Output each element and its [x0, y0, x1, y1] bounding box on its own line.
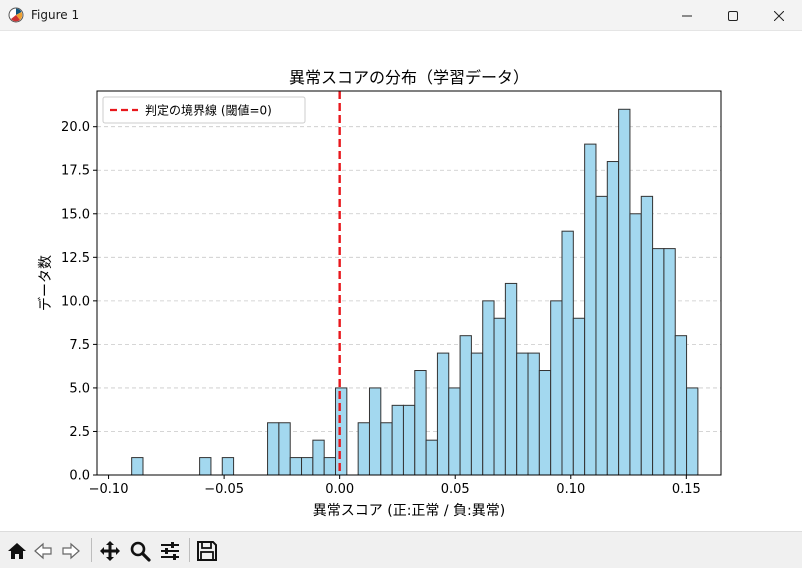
histogram-bar: [335, 387, 348, 476]
histogram-bar: [504, 282, 518, 476]
histogram-bar: [618, 108, 631, 476]
histogram-bar: [221, 457, 235, 476]
histogram-bar: [323, 457, 337, 476]
zoom-icon: [130, 541, 151, 562]
histogram-bar: [425, 439, 438, 476]
histogram-bar: [391, 404, 404, 476]
toolbar-separator: [91, 538, 92, 562]
configure-subplots-icon: [161, 542, 179, 560]
x-tick-label: 0.15: [672, 482, 701, 497]
histogram-bar: [368, 387, 382, 476]
histogram-bar: [402, 404, 416, 476]
histogram-bar: [561, 230, 574, 476]
zoom-button[interactable]: [127, 538, 153, 564]
histogram-bar: [527, 352, 540, 476]
histogram-bar: [448, 387, 461, 476]
forward-button[interactable]: [58, 538, 84, 564]
x-tick-label: −0.05: [204, 482, 244, 497]
histogram-bar: [301, 457, 314, 476]
histogram-bar: [572, 317, 586, 476]
y-tick-label: 17.5: [61, 164, 90, 179]
histogram-bar: [674, 335, 688, 476]
y-tick-label: 15.0: [61, 207, 90, 222]
histogram-bar: [289, 457, 303, 476]
x-tick-label: 0.05: [441, 482, 470, 497]
histogram-bar: [640, 195, 654, 476]
close-button[interactable]: [756, 0, 802, 31]
navigation-toolbar: [0, 531, 802, 568]
chart-title: 異常スコアの分布（学習データ）: [289, 68, 529, 87]
histogram-bar: [199, 457, 212, 476]
histogram-bar: [357, 422, 370, 476]
histogram-chart: −0.10 −0.05 0.00 0.05 0.10 0.15 0.0 2.5 5.0 7.5 10…: [37, 68, 722, 519]
legend-box: [102, 96, 306, 124]
histogram-bar: [131, 457, 144, 476]
figure-canvas[interactable]: −0.10 −0.05 0.00 0.05 0.10 0.15 0.0 2.5 5.0 7.5 10…: [0, 31, 802, 531]
histogram-bar: [516, 352, 529, 476]
y-tick-label: 5.0: [69, 381, 90, 396]
y-tick-label: 7.5: [69, 338, 90, 353]
histogram-bar: [629, 213, 642, 476]
y-tick-label: 20.0: [61, 120, 90, 135]
y-tick-label: 10.0: [61, 294, 90, 309]
histogram-bar: [312, 439, 325, 476]
pan-icon: [100, 541, 120, 561]
maximize-icon: [728, 10, 738, 21]
histogram-bar: [493, 317, 506, 476]
legend-label: 判定の境界線 (閾値=0): [145, 103, 272, 118]
window-title: Figure 1: [31, 8, 80, 22]
maximize-button[interactable]: [710, 0, 756, 31]
y-axis-label: データ数: [37, 255, 54, 311]
x-tick-label: 0.00: [325, 482, 354, 497]
histogram-bar: [267, 422, 280, 476]
histogram-bar: [606, 161, 620, 476]
histogram-bar: [436, 352, 450, 476]
back-icon: [34, 542, 52, 560]
histogram-bar: [584, 143, 597, 476]
histogram-bar: [550, 300, 563, 476]
legend: 判定の境界線 (閾値=0): [102, 96, 306, 124]
save-icon: [197, 541, 217, 561]
forward-icon: [62, 542, 80, 560]
histogram-bar: [414, 370, 427, 476]
histogram-bars: [131, 108, 699, 476]
y-tick-label: 12.5: [61, 251, 90, 266]
minimize-icon: [682, 15, 692, 16]
pan-button[interactable]: [97, 538, 123, 564]
histogram-bar: [470, 352, 484, 476]
toolbar-separator: [189, 538, 190, 562]
histogram-bar: [459, 335, 472, 476]
configure-subplots-button[interactable]: [157, 538, 183, 564]
histogram-bar: [482, 300, 495, 476]
x-tick-label: −0.10: [89, 482, 129, 497]
histogram-bar: [538, 370, 552, 476]
axis-ticks: −0.10 −0.05 0.00 0.05 0.10 0.15 0.0 2.5 5.0 7.5 10…: [61, 120, 701, 497]
home-icon: [8, 543, 26, 559]
x-tick-label: 0.10: [556, 482, 585, 497]
x-axis-label: 異常スコア (正:正常 / 負:異常): [313, 503, 505, 519]
histogram-bar: [595, 195, 608, 476]
histogram-bar: [278, 422, 291, 476]
home-button[interactable]: [4, 538, 30, 564]
back-button[interactable]: [30, 538, 56, 564]
minimize-button[interactable]: [664, 0, 710, 31]
y-tick-label: 0.0: [69, 469, 90, 484]
histogram-bar: [652, 248, 665, 476]
histogram-bar: [663, 248, 676, 476]
histogram-bar: [686, 387, 699, 476]
matplotlib-icon: [8, 7, 24, 23]
y-tick-label: 2.5: [69, 425, 90, 440]
save-button[interactable]: [194, 538, 220, 564]
histogram-bar: [380, 422, 393, 476]
window-titlebar: Figure 1: [0, 0, 802, 31]
axes-frame: [96, 90, 722, 476]
close-icon: [774, 10, 784, 21]
